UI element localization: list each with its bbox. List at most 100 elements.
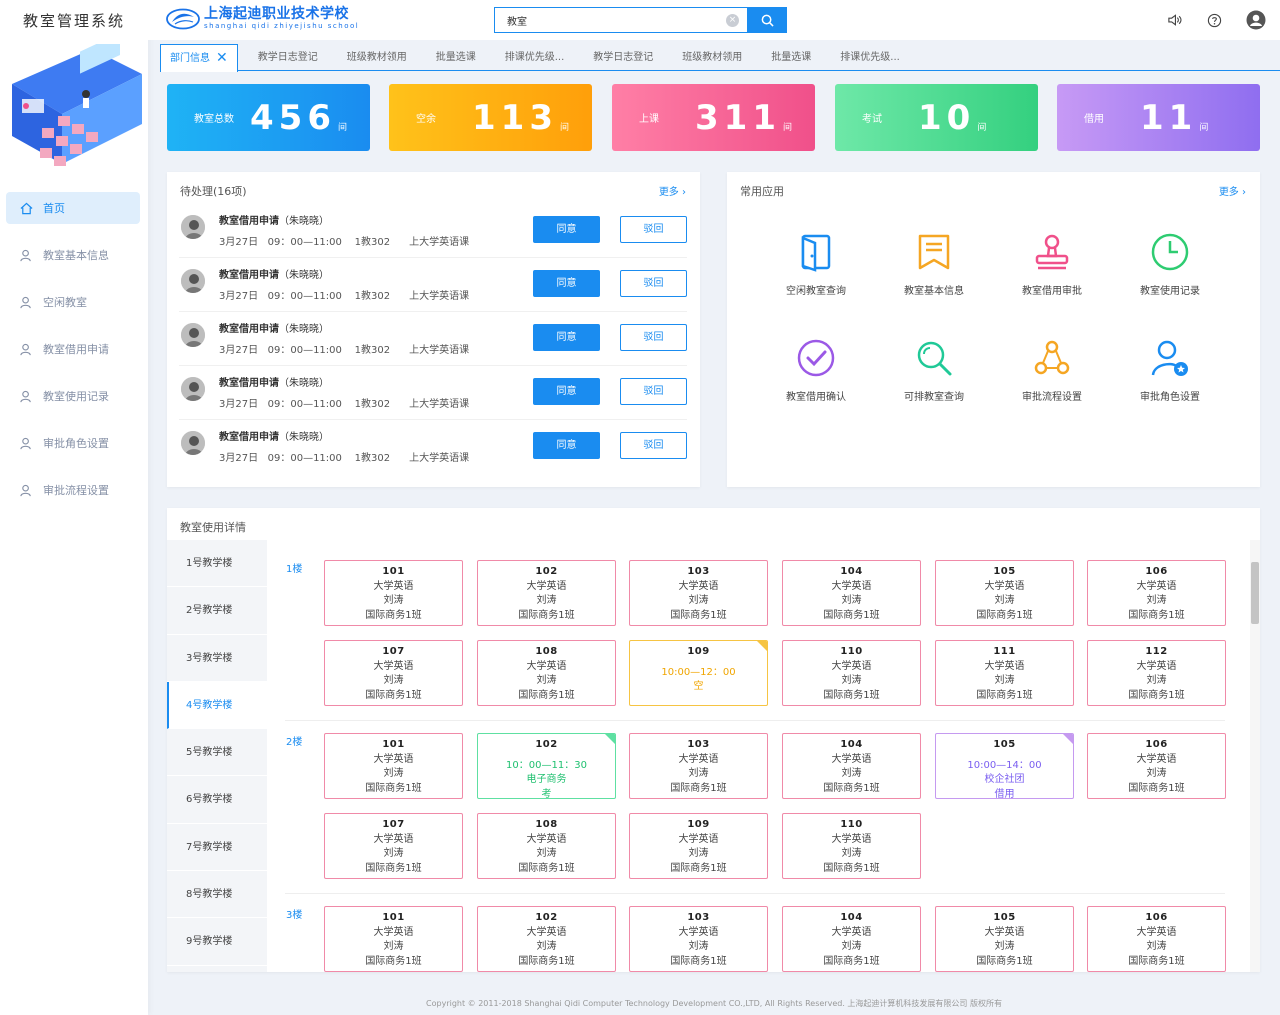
room-card[interactable]: 110 大学英语 刘涛 国际商务1班 <box>782 813 921 879</box>
room-card[interactable]: 106 大学英语 刘涛 国际商务1班 <box>1087 906 1226 972</box>
room-info-line: 刘涛 <box>536 595 557 606</box>
building-item[interactable]: 8号教学楼 <box>167 871 267 919</box>
sidebar-item-label: 教室基本信息 <box>43 249 109 262</box>
room-card[interactable]: 103 大学英语 刘涛 国际商务1班 <box>629 733 768 799</box>
room-card[interactable]: 102 大学英语 刘涛 国际商务1班 <box>477 906 616 972</box>
room-info-line: 刘涛 <box>688 595 709 606</box>
tab-textbook[interactable]: 班级教材领用 <box>346 52 407 63</box>
room-card[interactable]: 105 大学英语 刘涛 国际商务1班 <box>935 906 1074 972</box>
sidebar-item-usage-record[interactable]: 教室使用记录 <box>6 380 140 412</box>
building-item[interactable]: 7号教学楼 <box>167 824 267 872</box>
room-info-line: 10:00—14：00 <box>967 759 1042 771</box>
sidebar-item-classroom-info[interactable]: 教室基本信息 <box>6 239 140 271</box>
agree-button[interactable]: 同意 <box>533 432 600 459</box>
app-borrow-approval[interactable]: 教室借用审批 <box>1002 232 1102 297</box>
tab-teaching-log-2[interactable]: 教学日志登记 <box>593 52 654 63</box>
room-card[interactable]: 103 大学英语 刘涛 国际商务1班 <box>629 906 768 972</box>
app-borrow-confirm[interactable]: 教室借用确认 <box>766 338 866 403</box>
room-number: 102 <box>535 566 558 577</box>
room-card[interactable]: 102 10：00—11：30 电子商务考 <box>477 733 616 799</box>
stat-card-borrow[interactable]: 借用 11 间 <box>1057 84 1260 151</box>
app-usage-record[interactable]: 教室使用记录 <box>1120 232 1220 297</box>
tab-department-info[interactable]: 部门信息 ✕ <box>160 44 238 72</box>
tab-batch-select-2[interactable]: 批量选课 <box>771 52 812 63</box>
room-card[interactable]: 103 大学英语 刘涛 国际商务1班 <box>629 560 768 626</box>
agree-button[interactable]: 同意 <box>533 216 600 243</box>
room-card[interactable]: 109 大学英语 刘涛 国际商务1班 <box>629 813 768 879</box>
sidebar-item-home[interactable]: 首页 <box>6 192 140 224</box>
room-card[interactable]: 107 大学英语 刘涛 国际商务1班 <box>324 813 463 879</box>
room-card[interactable]: 108 大学英语 刘涛 国际商务1班 <box>477 640 616 706</box>
room-card[interactable]: 104 大学英语 刘涛 国际商务1班 <box>782 906 921 972</box>
app-classroom-info[interactable]: 教室基本信息 <box>884 232 984 297</box>
reject-button[interactable]: 驳回 <box>620 378 687 405</box>
pending-item-title: 教室借用申请（朱晓晓） <box>219 212 329 227</box>
building-item[interactable]: 2号教学楼 <box>167 587 267 635</box>
stat-label: 教室总数 <box>194 114 234 125</box>
reject-button[interactable]: 驳回 <box>620 324 687 351</box>
tab-batch-select[interactable]: 批量选课 <box>435 52 476 63</box>
building-item[interactable]: 3号教学楼 <box>167 635 267 682</box>
room-card[interactable]: 111 大学英语 刘涛 国际商务1班 <box>935 640 1074 706</box>
room-card[interactable]: 101 大学英语 刘涛 国际商务1班 <box>324 906 463 972</box>
search-button[interactable] <box>747 7 787 33</box>
tab-priority-2[interactable]: 排课优先级... <box>840 52 900 63</box>
app-schedulable-query[interactable]: 可排教室查询 <box>884 338 984 403</box>
room-card[interactable]: 106 大学英语 刘涛 国际商务1班 <box>1087 733 1226 799</box>
room-card[interactable]: 101 大学英语 刘涛 国际商务1班 <box>324 560 463 626</box>
close-icon[interactable]: ✕ <box>216 50 228 66</box>
stat-card-total[interactable]: 教室总数 456 间 <box>167 84 370 151</box>
reject-button[interactable]: 驳回 <box>620 270 687 297</box>
pending-more-link[interactable]: 更多 › <box>659 183 686 198</box>
stat-card-class[interactable]: 上课 311 间 <box>612 84 815 151</box>
tab-teaching-log[interactable]: 教学日志登记 <box>257 52 318 63</box>
tab-textbook-2[interactable]: 班级教材领用 <box>682 52 743 63</box>
volume-icon[interactable] <box>1164 10 1184 30</box>
sidebar-item-borrow-request[interactable]: 教室借用申请 <box>6 333 140 365</box>
sidebar-item-free-classroom[interactable]: 空闲教室 <box>6 286 140 318</box>
sidebar-item-approval-flow[interactable]: 审批流程设置 <box>6 474 140 506</box>
sidebar-item-approval-role[interactable]: 审批角色设置 <box>6 427 140 459</box>
room-card[interactable]: 108 大学英语 刘涛 国际商务1班 <box>477 813 616 879</box>
building-item[interactable]: 9号教学楼 <box>167 918 267 966</box>
room-card[interactable]: 109 10:00—12：00 空 <box>629 640 768 706</box>
floor-label: 1楼 <box>286 564 303 575</box>
scrollbar[interactable] <box>1250 540 1260 972</box>
room-info-line: 大学英语 <box>678 580 719 592</box>
building-item[interactable]: 1号教学楼 <box>167 540 267 588</box>
app-approval-flow-setting[interactable]: 审批流程设置 <box>1002 338 1102 403</box>
building-item[interactable]: 5号教学楼 <box>167 729 267 777</box>
app-free-classroom-query[interactable]: 空闲教室查询 <box>766 232 866 297</box>
school-logo[interactable]: 上海起迪职业技术学校 shanghai qidi zhiyejishu scho… <box>166 6 359 31</box>
apps-more-link[interactable]: 更多 › <box>1219 183 1246 198</box>
building-item-active[interactable]: 4号教学楼 <box>167 681 267 730</box>
user-icon <box>20 484 31 496</box>
app-approval-role-setting[interactable]: 审批角色设置 <box>1120 338 1220 403</box>
room-card[interactable]: 106 大学英语 刘涛 国际商务1班 <box>1087 560 1226 626</box>
scrollbar-thumb[interactable] <box>1251 562 1259 624</box>
stat-card-exam[interactable]: 考试 10 间 <box>835 84 1038 151</box>
room-card[interactable]: 105 10:00—14：00 校企社团 借用 <box>935 733 1074 799</box>
room-card[interactable]: 112 大学英语 刘涛 国际商务1班 <box>1087 640 1226 706</box>
room-card[interactable]: 107 大学英语 刘涛 国际商务1班 <box>324 640 463 706</box>
stat-card-free[interactable]: 空余 113 间 <box>389 84 592 151</box>
room-card[interactable]: 110 大学英语 刘涛 国际商务1班 <box>782 640 921 706</box>
agree-button[interactable]: 同意 <box>533 270 600 297</box>
help-icon[interactable] <box>1204 10 1224 30</box>
tab-priority[interactable]: 排课优先级... <box>504 52 565 63</box>
user-star-icon <box>1151 340 1188 376</box>
agree-button[interactable]: 同意 <box>533 378 600 405</box>
room-card[interactable]: 102 大学英语 刘涛 国际商务1班 <box>477 560 616 626</box>
room-card[interactable]: 101 大学英语 刘涛 国际商务1班 <box>324 733 463 799</box>
reject-button[interactable]: 驳回 <box>620 432 687 459</box>
room-card[interactable]: 104 大学英语 刘涛 国际商务1班 <box>782 560 921 626</box>
reject-button[interactable]: 驳回 <box>620 216 687 243</box>
user-icon[interactable] <box>1246 10 1266 30</box>
more-label: 更多 <box>658 187 679 198</box>
room-card[interactable]: 104 大学英语 刘涛 国际商务1班 <box>782 733 921 799</box>
clear-icon[interactable]: × <box>726 13 739 27</box>
agree-button[interactable]: 同意 <box>533 324 600 351</box>
room-card[interactable]: 105 大学英语 刘涛 国际商务1班 <box>935 560 1074 626</box>
building-item[interactable]: 6号教学楼 <box>167 776 267 824</box>
search-input[interactable] <box>507 14 726 26</box>
